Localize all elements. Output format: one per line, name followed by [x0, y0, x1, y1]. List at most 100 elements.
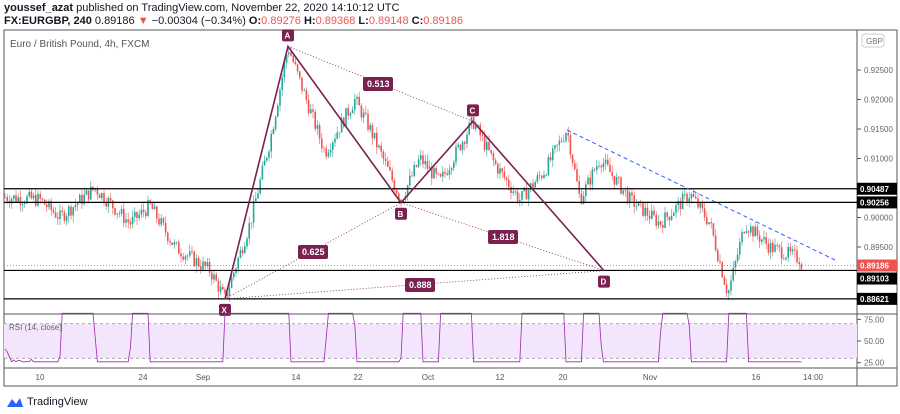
candle-body: [457, 144, 459, 147]
candle-body: [565, 133, 567, 141]
ratio-label: 1.818: [492, 232, 515, 242]
x-tick-label: Nov: [643, 373, 657, 382]
candle-body: [787, 246, 789, 258]
candle-body: [378, 145, 380, 148]
candle-body: [224, 289, 226, 294]
candle-body: [367, 113, 369, 130]
ratio-label: 0.513: [367, 79, 390, 89]
candle-body: [246, 238, 248, 247]
candle-body: [774, 244, 776, 252]
candle-body: [756, 226, 759, 236]
x-tick-label: 14: [292, 373, 301, 382]
candle-body: [780, 247, 783, 259]
candle-body: [519, 199, 521, 202]
candle-body: [19, 197, 22, 205]
candle-body: [294, 61, 297, 65]
y-tick-label: 0.92500: [864, 66, 893, 75]
publish-info: youssef_azat published on TradingView.co…: [4, 2, 399, 14]
candle-body: [684, 193, 686, 195]
author[interactable]: youssef_azat: [4, 2, 74, 14]
brand-name: TradingView: [27, 396, 88, 408]
price-label-bg: [857, 259, 897, 272]
candle-body: [120, 208, 123, 214]
candle-body: [543, 175, 545, 178]
candle-body: [244, 246, 246, 254]
candle-body: [160, 218, 162, 225]
candle-body: [486, 142, 488, 150]
candle-body: [327, 152, 330, 157]
candle-body: [391, 170, 393, 181]
ratio-line: [224, 202, 402, 300]
candle-body: [303, 90, 305, 92]
candle-body: [510, 187, 512, 193]
candle-body: [72, 207, 74, 216]
candle-body: [723, 277, 726, 285]
candle-body: [446, 173, 448, 175]
pattern-point-badge: [598, 275, 610, 288]
candle-body: [103, 193, 105, 203]
rsi-tick-label: 75.00: [864, 315, 885, 324]
candle-body: [433, 167, 435, 179]
trend-line: [566, 129, 836, 261]
candle-body: [360, 105, 363, 118]
candle-body: [279, 89, 281, 106]
candle-body: [538, 175, 541, 177]
candle-body: [349, 113, 352, 116]
candle-body: [59, 210, 61, 219]
candle-body: [789, 246, 792, 252]
candle-body: [6, 197, 8, 201]
candle-body: [556, 144, 558, 146]
candle-body: [765, 237, 767, 244]
candle-body: [470, 117, 473, 123]
candle-body: [241, 250, 244, 254]
candle-body: [123, 208, 125, 223]
y-tick-label: 0.91000: [864, 155, 893, 164]
candle-body: [310, 109, 312, 114]
candle-body: [598, 165, 600, 167]
candle-body: [208, 262, 211, 273]
candle-body: [54, 212, 57, 218]
candle-body: [681, 194, 684, 210]
rsi-tick-label: 25.00: [864, 359, 885, 368]
candle-body: [39, 193, 41, 199]
candle-body: [415, 165, 418, 167]
candle-body: [741, 231, 743, 243]
candle-body: [272, 129, 275, 135]
high-value: 0.89368: [315, 15, 356, 27]
candle-body: [785, 257, 787, 260]
candle-body: [52, 209, 55, 213]
candle-body: [228, 287, 231, 297]
candle-body: [657, 221, 660, 226]
candle-body: [508, 179, 510, 188]
candle-body: [754, 226, 756, 237]
candle-body: [442, 171, 444, 177]
candle-body: [321, 138, 323, 149]
candle-body: [721, 262, 723, 278]
candle-body: [195, 258, 198, 267]
candle-body: [219, 286, 222, 292]
candle-body: [76, 203, 79, 206]
candle-body: [673, 212, 675, 216]
candle-body: [347, 108, 349, 116]
candle-body: [545, 175, 547, 176]
candle-body: [35, 195, 37, 206]
candle-body: [468, 122, 470, 135]
pattern-point-label: A: [285, 31, 291, 40]
candle-body: [105, 202, 107, 207]
candle-body: [252, 201, 255, 223]
candle-body: [578, 181, 580, 194]
tradingview-logo[interactable]: TradingView: [6, 396, 88, 408]
candle-body: [593, 169, 596, 171]
candle-body: [560, 140, 563, 142]
candle-body: [343, 117, 345, 127]
candle-body: [371, 125, 374, 139]
ratio-badge: [363, 77, 393, 91]
candle-body: [204, 261, 206, 267]
candle-body: [618, 177, 620, 179]
candle-body: [4, 196, 6, 198]
candle-body: [74, 205, 77, 208]
candle-body: [125, 219, 127, 223]
currency-label: GBP: [866, 37, 883, 46]
candle-body: [340, 117, 343, 133]
